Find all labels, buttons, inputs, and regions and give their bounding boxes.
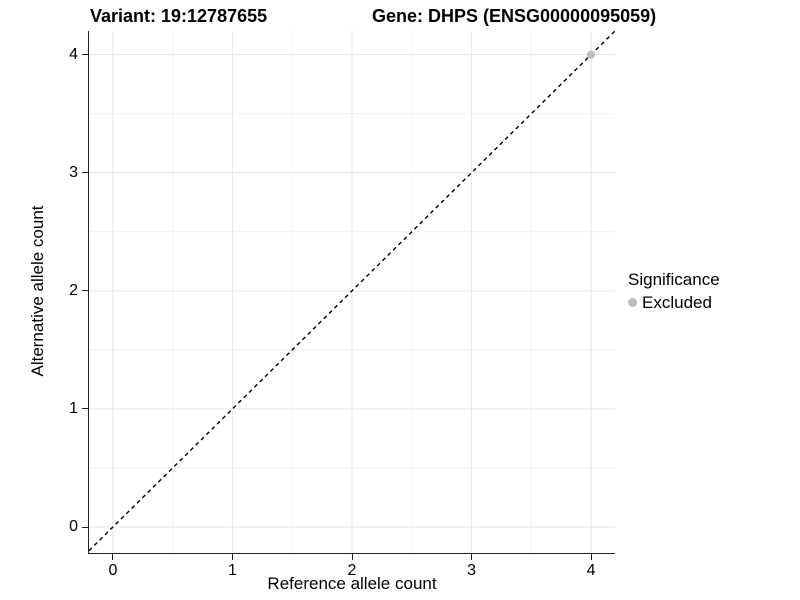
- x-tick-mark: [351, 554, 353, 560]
- y-tick-label: 3: [69, 163, 78, 181]
- x-tick-label: 2: [347, 562, 357, 579]
- x-axis-title: Reference allele count: [267, 574, 437, 593]
- legend: Significance Excluded: [628, 270, 720, 312]
- y-tick-label: 1: [69, 399, 78, 417]
- plot-panel: [88, 31, 615, 554]
- x-tick-label: 3: [467, 562, 476, 579]
- x-tick-label: 0: [108, 562, 118, 579]
- y-tick-label: 2: [69, 281, 78, 299]
- y-axis-title: Alternative allele count: [28, 205, 47, 377]
- data-point: [587, 50, 596, 59]
- y-tick-mark: [82, 172, 88, 174]
- x-tick-label: 1: [228, 562, 237, 579]
- gene-title: Gene: DHPS (ENSG00000095059): [372, 6, 657, 26]
- y-tick-label: 4: [69, 45, 78, 63]
- identity-line: [89, 31, 615, 552]
- y-tick-mark: [82, 290, 88, 292]
- x-tick-label: 4: [586, 562, 596, 579]
- x-tick-mark: [590, 554, 592, 560]
- legend-entry: Excluded: [628, 293, 720, 312]
- y-tick-mark: [82, 408, 88, 410]
- y-tick-mark: [82, 54, 88, 56]
- y-tick-label: 0: [69, 518, 78, 536]
- x-tick-mark: [112, 554, 114, 560]
- y-tick-mark: [82, 526, 88, 528]
- x-tick-mark: [231, 554, 233, 560]
- variant-title: Variant: 19:12787655: [90, 6, 268, 26]
- legend-title: Significance: [628, 270, 720, 289]
- legend-entry-label: Excluded: [642, 293, 712, 312]
- x-tick-mark: [471, 554, 473, 560]
- legend-point-icon: [628, 298, 637, 307]
